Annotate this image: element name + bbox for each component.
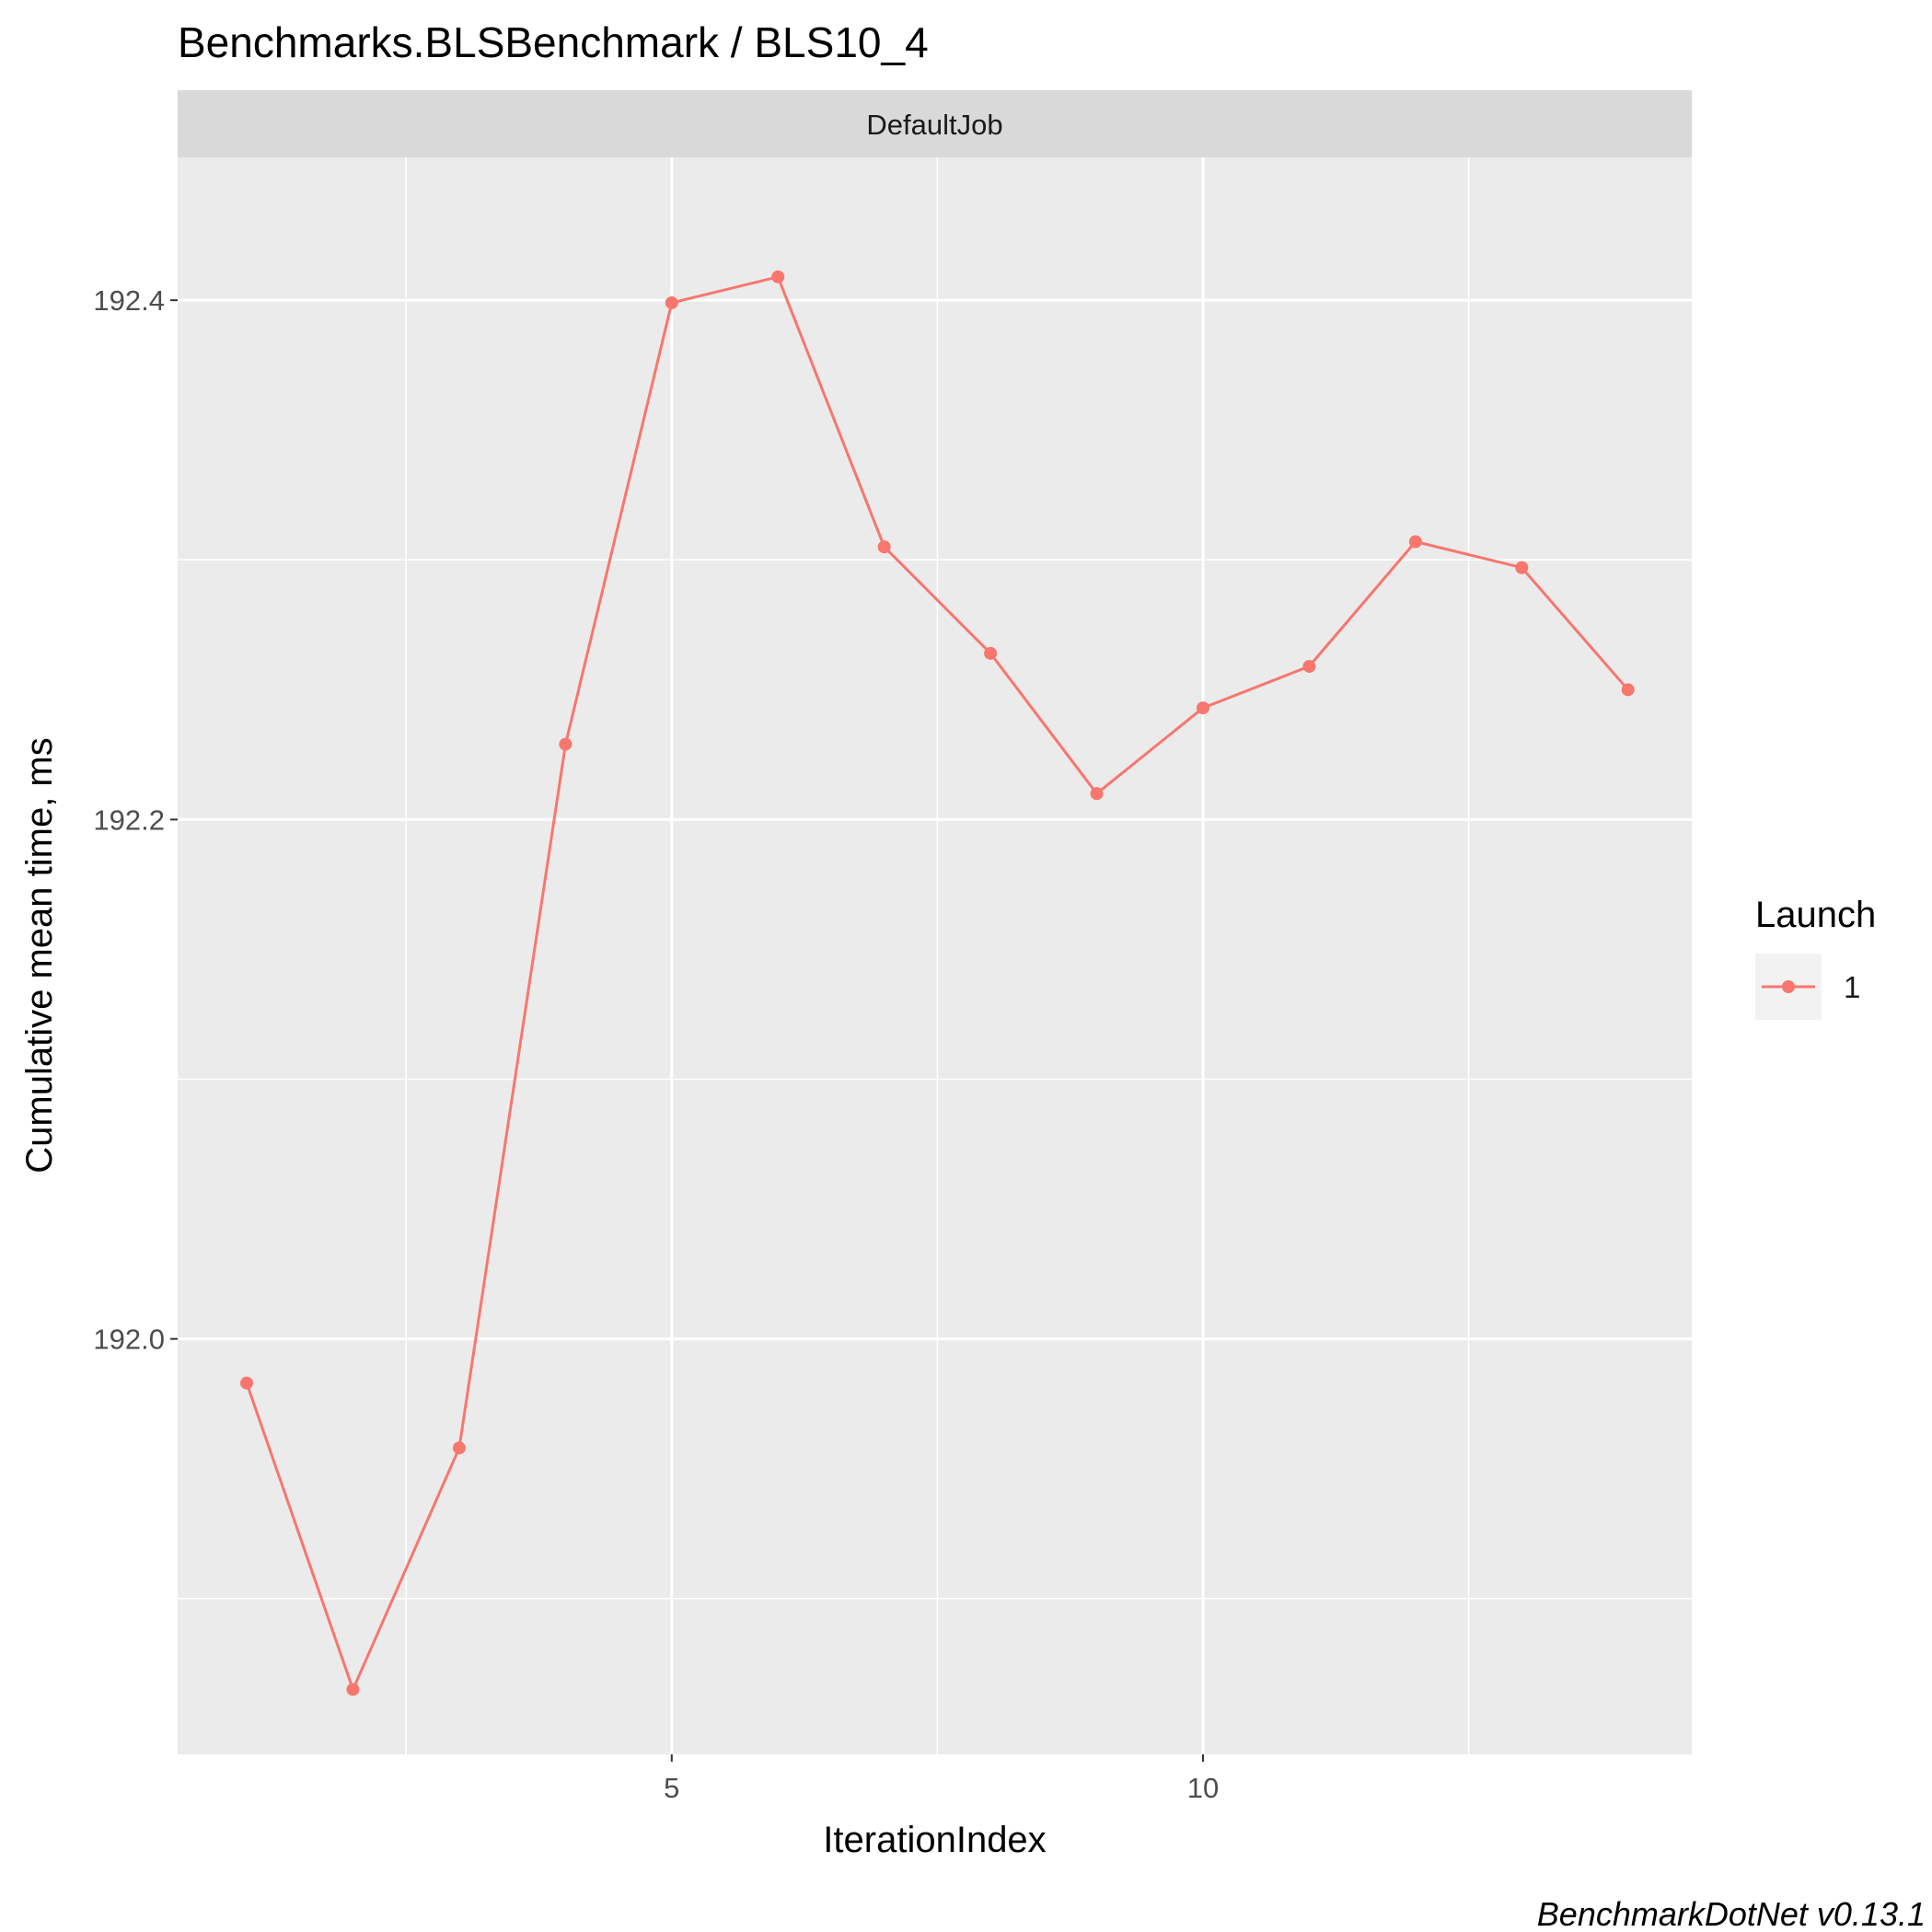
- data-point: [559, 737, 573, 751]
- data-point: [1515, 561, 1529, 574]
- data-point: [452, 1441, 466, 1455]
- series-layer: [240, 270, 1635, 1696]
- data-point: [771, 270, 785, 283]
- chart-title: Benchmarks.BLSBenchmark / BLS10_4: [178, 18, 929, 66]
- grid-minor: [178, 157, 1692, 1754]
- data-point: [877, 540, 891, 554]
- facet-label: DefaultJob: [866, 109, 1002, 141]
- series-line: [245, 275, 1629, 1691]
- data-point: [984, 646, 998, 660]
- y-axis-label: Cumulative mean time, ms: [19, 737, 60, 1173]
- x-tick-label: 10: [1187, 1772, 1219, 1804]
- x-tick-label: 5: [664, 1772, 679, 1804]
- data-point: [1621, 683, 1635, 697]
- caption: BenchmarkDotNet v0.13.1: [1537, 1895, 1926, 1932]
- y-tick-label: 192.0: [93, 1324, 165, 1356]
- y-axis: 192.0 192.2 192.4: [93, 284, 178, 1356]
- data-point: [1302, 659, 1316, 673]
- grid-major: [178, 157, 1692, 1754]
- data-point: [1090, 787, 1104, 801]
- y-tick-label: 192.2: [93, 804, 165, 836]
- data-point: [665, 295, 678, 309]
- legend: Launch 1: [1755, 895, 1876, 1020]
- data-point: [346, 1683, 360, 1696]
- legend-item-label: 1: [1844, 970, 1860, 1004]
- data-point: [1196, 701, 1209, 715]
- legend-series-point: [1782, 980, 1795, 993]
- legend-title: Launch: [1755, 895, 1876, 935]
- x-axis: 5 10: [664, 1754, 1219, 1804]
- data-point: [240, 1376, 254, 1390]
- data-point: [1408, 535, 1422, 549]
- x-axis-label: IterationIndex: [823, 1820, 1046, 1860]
- y-tick-label: 192.4: [93, 284, 165, 317]
- facet-strip: [178, 90, 1692, 157]
- plot-panel: [178, 157, 1692, 1754]
